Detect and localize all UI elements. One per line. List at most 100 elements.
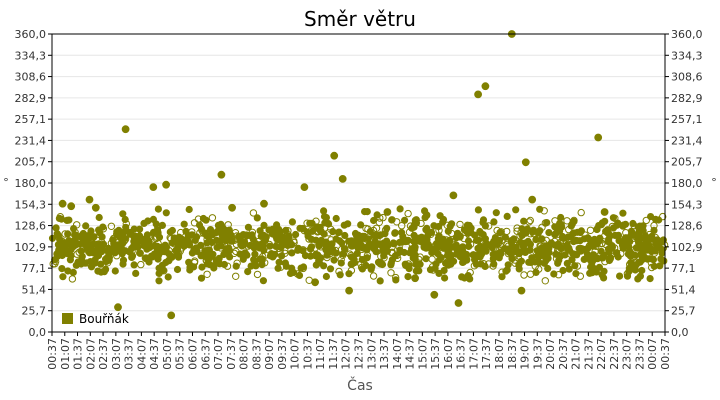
y-tick-label: 360,0 [15, 28, 47, 41]
data-point [365, 233, 373, 241]
data-point [232, 247, 240, 256]
y-tick-label: 205,7 [15, 156, 47, 169]
data-point [329, 228, 337, 236]
data-point [317, 254, 325, 262]
data-point [369, 216, 378, 225]
data-point [513, 224, 521, 232]
x-tick-label: 18:07 [493, 338, 506, 370]
data-point [276, 228, 284, 236]
data-point [277, 263, 285, 271]
x-tick-label: 02:37 [97, 338, 110, 370]
data-point [259, 243, 267, 251]
data-point [452, 234, 460, 242]
data-point [565, 246, 574, 254]
data-point [260, 221, 268, 229]
data-point [586, 226, 595, 235]
data-point [304, 232, 312, 240]
data-point [221, 233, 229, 241]
x-tick-label: 19:07 [519, 338, 532, 370]
data-point [360, 208, 369, 216]
data-point [474, 236, 483, 244]
data-point [73, 221, 81, 229]
data-point [651, 215, 660, 223]
data-point [563, 259, 571, 267]
y-tick-label: 51,4 [22, 283, 47, 296]
data-point [512, 206, 520, 214]
data-point [341, 231, 349, 240]
data-point [436, 212, 444, 220]
data-point [324, 220, 333, 228]
x-tick-label: 15:37 [429, 338, 442, 370]
data-point [538, 223, 546, 232]
x-tick-label: 01:07 [59, 338, 72, 370]
data-point-outlier [528, 195, 537, 204]
data-point [286, 238, 294, 246]
data-point-outlier [481, 82, 490, 91]
data-point-outlier [330, 151, 339, 160]
data-point [636, 272, 645, 280]
data-point-outlier [300, 183, 309, 192]
data-point [162, 209, 170, 217]
data-point [646, 255, 654, 263]
data-point [275, 244, 283, 253]
data-point [197, 241, 205, 249]
data-point [362, 224, 370, 233]
data-point-outlier [411, 274, 420, 283]
data-point [544, 264, 552, 273]
data-point [645, 230, 654, 239]
data-point [345, 270, 353, 278]
data-point [52, 224, 60, 232]
data-point [220, 250, 228, 259]
data-point [593, 225, 601, 233]
data-point-outlier [311, 278, 320, 287]
x-tick-label: 03:37 [123, 338, 136, 370]
data-point [247, 262, 255, 270]
data-point [122, 219, 131, 228]
data-point [353, 249, 361, 257]
data-point [56, 213, 64, 221]
x-tick-label: 09:37 [276, 338, 289, 370]
x-tick-label: 10:37 [301, 338, 314, 370]
data-point [94, 267, 102, 275]
x-tick-label: 16:07 [442, 338, 455, 370]
data-point [175, 250, 183, 258]
data-point [244, 242, 252, 250]
data-point [266, 252, 275, 260]
data-point [504, 261, 512, 269]
data-point [526, 216, 534, 225]
data-point [353, 238, 361, 246]
data-point [642, 216, 650, 225]
data-point-outlier [260, 199, 268, 208]
data-point [190, 236, 198, 244]
data-point [87, 263, 96, 271]
data-point-outlier [149, 183, 158, 192]
data-point [404, 272, 412, 281]
data-point [541, 277, 549, 285]
x-tick-label: 07:07 [212, 338, 225, 370]
x-tick-label: 00:37 [46, 338, 59, 370]
data-point [87, 227, 95, 235]
data-point [388, 216, 396, 224]
data-point [496, 229, 504, 237]
data-point [373, 211, 381, 219]
data-point [543, 219, 551, 227]
x-tick-label: 06:07 [186, 338, 199, 370]
data-point-outlier [338, 175, 347, 183]
data-point [322, 272, 330, 281]
data-point [64, 230, 72, 238]
data-point [608, 243, 617, 251]
data-point [178, 244, 186, 252]
x-tick-label: 14:37 [404, 338, 417, 370]
data-point [520, 271, 528, 279]
data-point [634, 235, 642, 243]
data-point [451, 241, 459, 249]
data-point [412, 219, 421, 227]
data-point [220, 260, 228, 269]
data-point [130, 261, 138, 269]
data-point [122, 226, 130, 235]
legend-label: Bouřňák [79, 312, 129, 326]
y-tick-label: 205,7 [671, 156, 703, 169]
y-tick-label: 308,6 [15, 71, 47, 84]
data-point [390, 239, 398, 247]
data-point [559, 266, 567, 275]
